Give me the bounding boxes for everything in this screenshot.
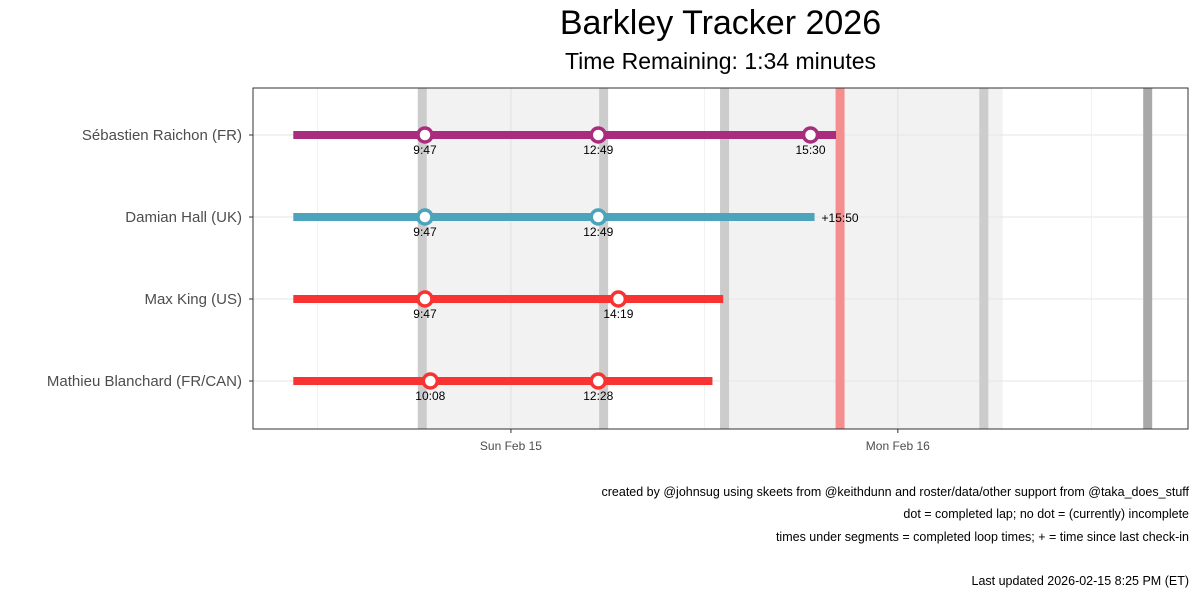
runner-label-2: Max King (US) [144, 291, 242, 308]
last-updated-note: Last updated 2026-02-15 8:25 PM (ET) [971, 574, 1190, 588]
lap-time-label-0-1: 12:49 [583, 143, 613, 157]
chart-title: Barkley Tracker 2026 [559, 4, 882, 42]
lap-dot-1-1 [589, 208, 608, 226]
lap-time-label-0-0: 9:47 [413, 143, 437, 157]
lap-time-label-2-1: 14:19 [603, 307, 633, 321]
lap-dot-0-0 [416, 126, 434, 144]
chart-subtitle: Time Remaining: 1:34 minutes [564, 48, 877, 74]
night-shading-layer [422, 88, 1003, 429]
series-layer: 9:47 12:49 15:30 9:47 12:49 +15:50 9:47 14:19 10… [293, 126, 859, 403]
legend-dot-note: dot = completed lap; no dot = (currently… [903, 507, 1189, 521]
axis-layer: Sun Feb 15 Mon Feb 16 Sébastien Raichon (F… [47, 127, 930, 453]
lap-dot-0-2 [801, 126, 820, 144]
lap-dot-0-1 [589, 126, 608, 144]
runner-label-3: Mathieu Blanchard (FR/CAN) [47, 373, 242, 390]
barkley-timeline-chart: Sun Feb 15 Mon Feb 16 Sébastien Raichon (F… [47, 87, 1189, 453]
runner-label-1: Damian Hall (UK) [125, 209, 242, 226]
x-tick-label-0: Sun Feb 15 [480, 439, 542, 453]
lap-dot-3-1 [589, 372, 608, 390]
x-tick-label-1: Mon Feb 16 [866, 439, 930, 453]
lap-time-label-1-0: 9:47 [413, 225, 437, 239]
plot-panel-border [252, 87, 1189, 430]
lap-time-label-1-1: 12:49 [583, 225, 613, 239]
lap-dot-3-0 [421, 372, 440, 390]
lap-dot-2-1 [609, 290, 628, 308]
credits-note: created by @johnsug using skeets from @k… [601, 485, 1189, 499]
legend-times-note: times under segments = completed loop ti… [775, 530, 1189, 544]
night-shade-1 [724, 88, 1003, 429]
lap-time-label-3-0: 10:08 [415, 389, 445, 403]
lap-time-label-2-0: 9:47 [413, 307, 437, 321]
runner-label-0: Sébastien Raichon (FR) [82, 127, 242, 144]
marker-layer [417, 88, 1153, 429]
night-shade-0 [422, 88, 604, 429]
lap-time-label-0-2: 15:30 [795, 143, 825, 157]
since-checkin-label-1: +15:50 [822, 211, 859, 225]
lap-time-label-3-1: 12:28 [583, 389, 613, 403]
lap-dot-1-0 [416, 208, 434, 226]
lap-dot-2-0 [416, 290, 434, 308]
